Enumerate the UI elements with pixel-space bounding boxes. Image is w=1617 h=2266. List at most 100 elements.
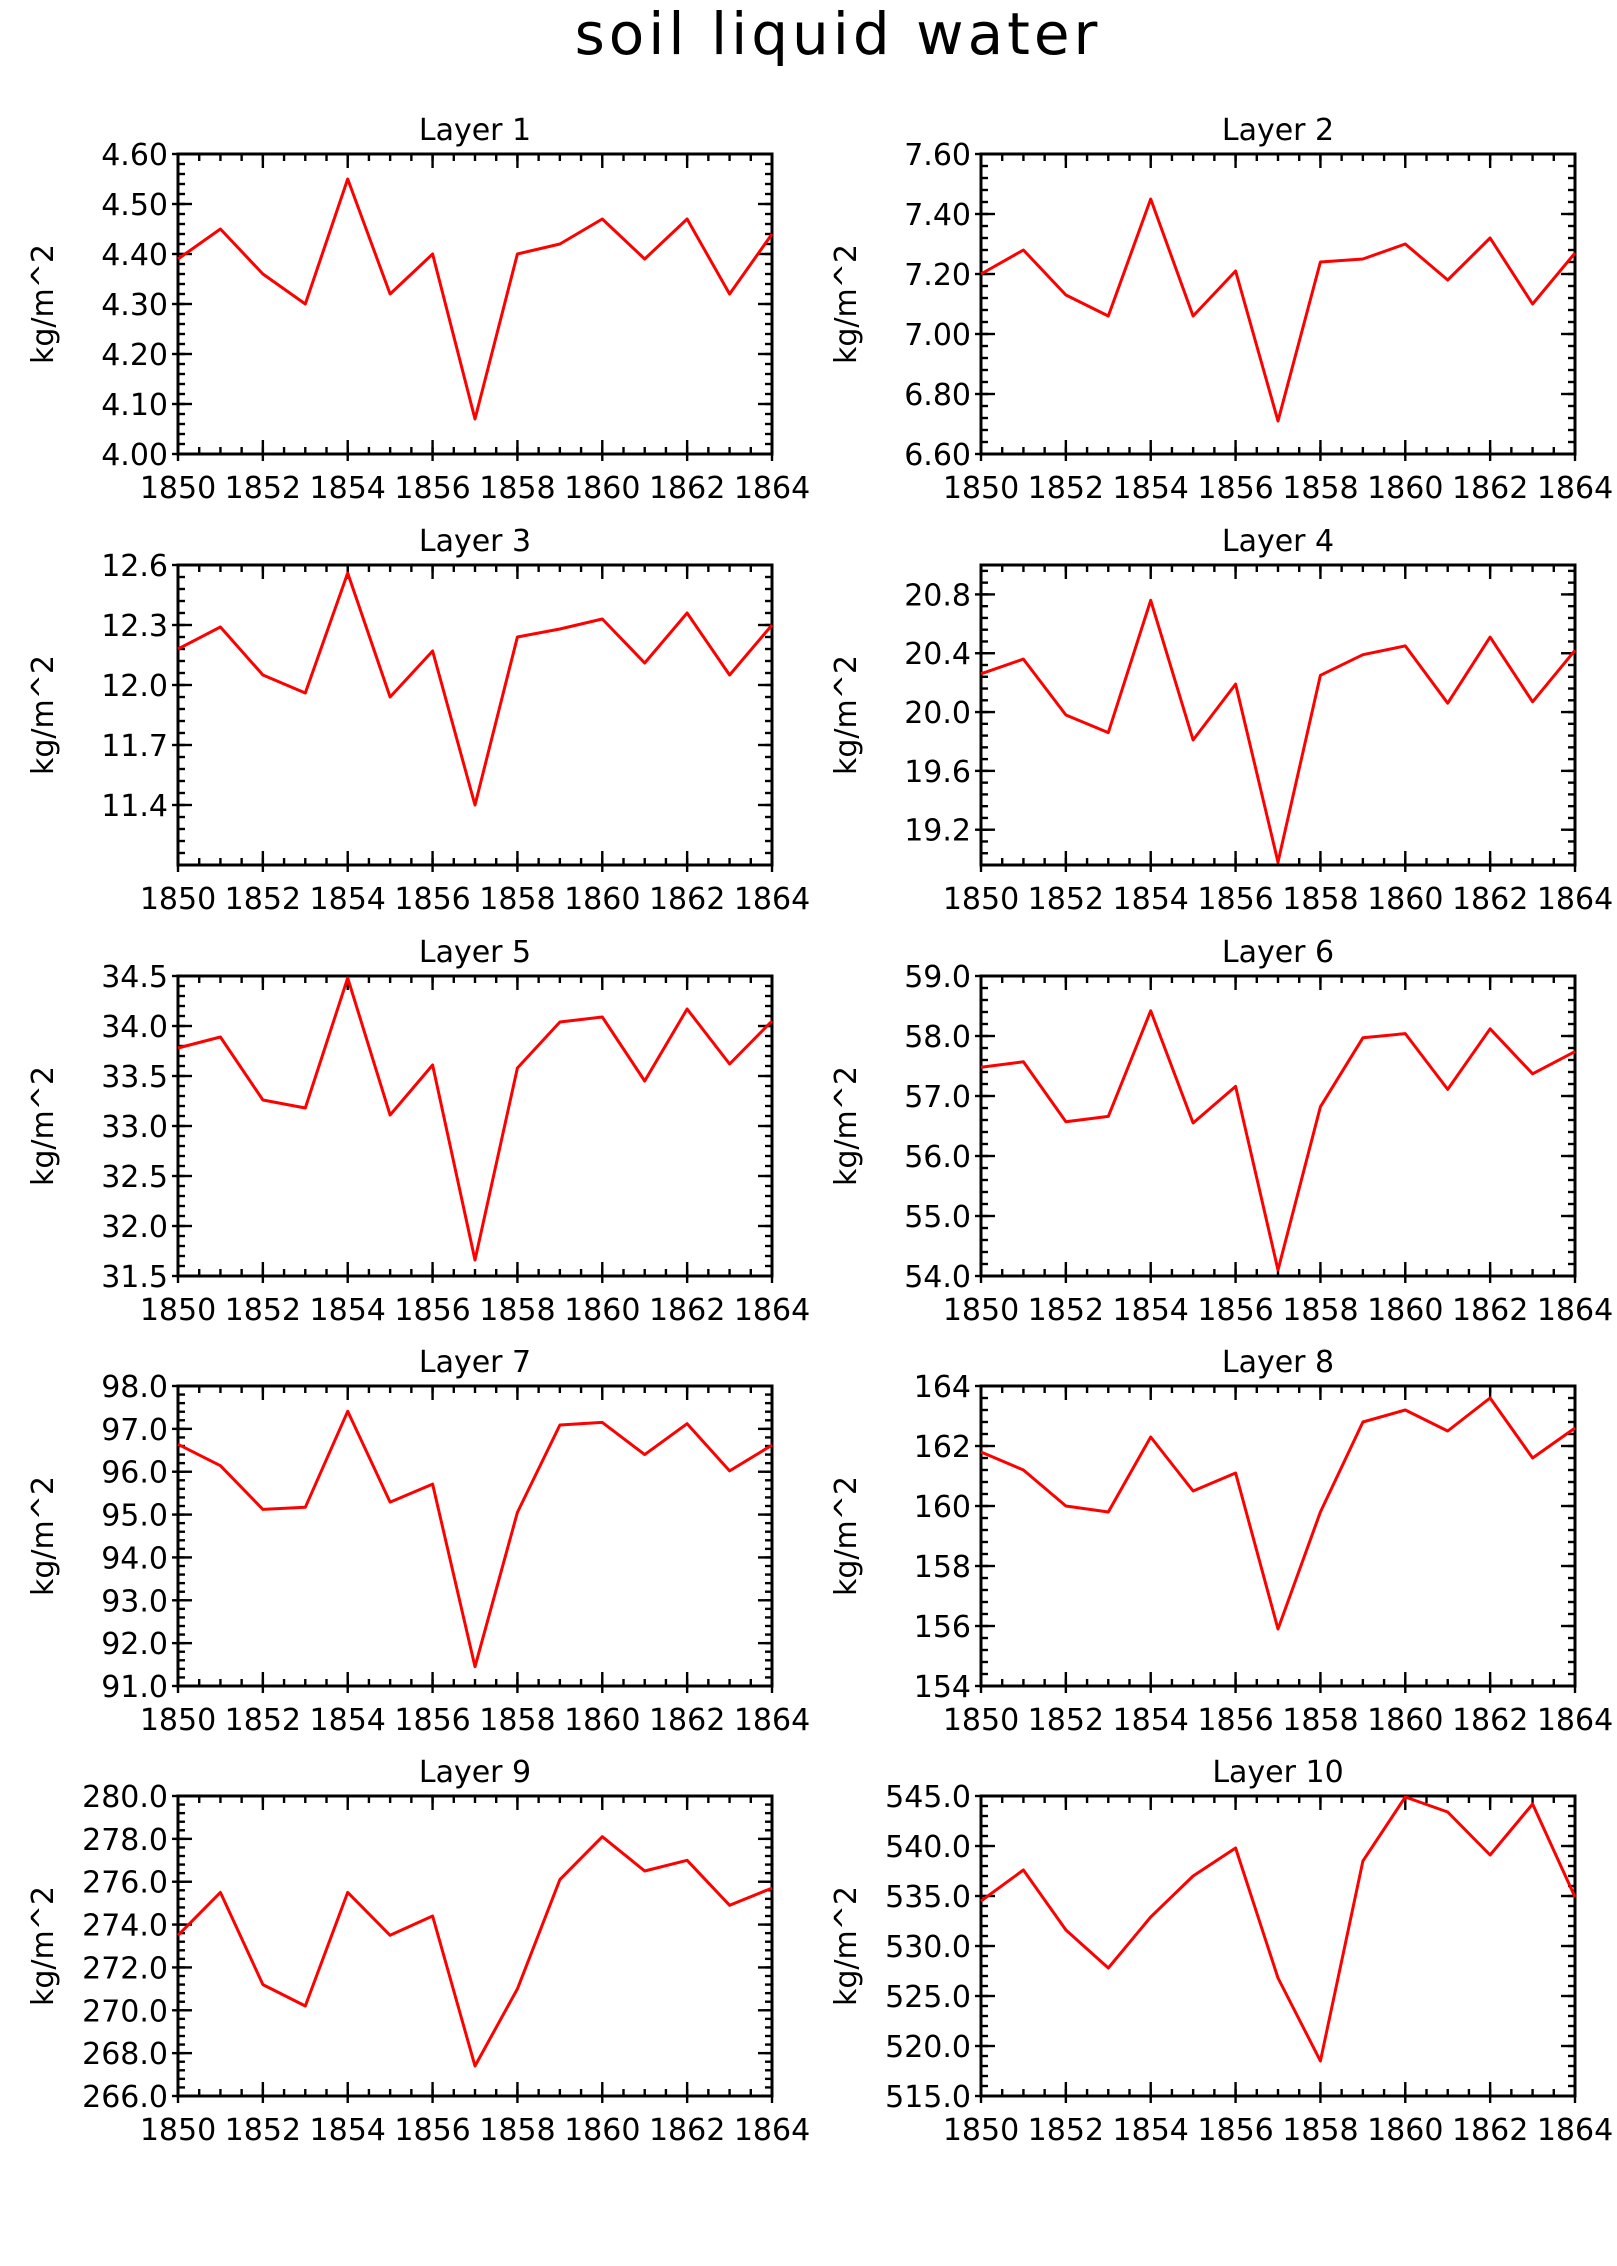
panel-title: Layer 7: [419, 1345, 531, 1380]
y-tick-label: 7.00: [904, 318, 971, 353]
series-line: [980, 598, 1577, 864]
y-tick-label: 280.0: [82, 1780, 168, 1815]
y-tick-label: 55.0: [904, 1200, 971, 1235]
x-tick-label: 1850: [140, 1293, 216, 1328]
x-tick-label: 1860: [1367, 471, 1443, 506]
plot-frame: [979, 1794, 1577, 2098]
y-tick-label: 59.0: [904, 960, 971, 995]
x-tick-label: 1854: [1113, 882, 1189, 917]
plot-frame: [979, 563, 1577, 867]
y-tick-label: 160: [914, 1490, 971, 1525]
x-tick-label: 1858: [1282, 2113, 1358, 2148]
plot-frame: [979, 974, 1577, 1278]
panel-title: Layer 2: [1222, 113, 1334, 148]
y-tick-label: 96.0: [101, 1456, 168, 1491]
x-tick-label: 1854: [310, 471, 386, 506]
panel-title: Layer 3: [419, 524, 531, 559]
x-tick-label: 1854: [310, 1293, 386, 1328]
y-tick-label: 11.7: [101, 729, 168, 764]
x-tick-label: 1856: [1197, 1293, 1273, 1328]
y-tick-label: 4.00: [101, 438, 168, 473]
y-tick-label: 520.0: [885, 2030, 971, 2065]
x-tick-label: 1850: [140, 471, 216, 506]
y-tick-label: 7.60: [904, 138, 971, 173]
y-tick-label: 56.0: [904, 1140, 971, 1175]
y-tick-label: 92.0: [101, 1627, 168, 1662]
y-tick-label: 33.5: [101, 1060, 168, 1095]
y-tick-label: 274.0: [82, 1909, 168, 1944]
y-tick-label: 545.0: [885, 1780, 971, 1815]
plot-frame: [176, 1794, 774, 2098]
series-line: [980, 197, 1577, 423]
y-tick-label: 58.0: [904, 1020, 971, 1055]
x-tick-label: 1864: [734, 2113, 810, 2148]
y-tick-label: 19.6: [904, 755, 971, 790]
y-axis-label: kg/m^2: [829, 1476, 864, 1596]
x-tick-label: 1856: [394, 1703, 470, 1738]
plot-frame: [176, 152, 774, 456]
panel-title: Layer 6: [1222, 935, 1334, 970]
x-tick-label: 1850: [140, 882, 216, 917]
x-tick-label: 1852: [225, 1293, 301, 1328]
x-tick-label: 1858: [479, 471, 555, 506]
x-tick-label: 1852: [1028, 882, 1104, 917]
y-tick-label: 91.0: [101, 1670, 168, 1705]
y-tick-label: 6.60: [904, 438, 971, 473]
y-tick-label: 278.0: [82, 1823, 168, 1858]
x-tick-label: 1860: [564, 882, 640, 917]
x-tick-label: 1850: [943, 2113, 1019, 2148]
series-line: [177, 976, 774, 1262]
y-tick-label: 525.0: [885, 1980, 971, 2015]
panel-layer-7: Layer 7 kg/m^2 91.0 92.0 93.0 94.0 95.0 96.0 97.…: [26, 1345, 810, 1738]
y-tick-label: 33.0: [101, 1110, 168, 1145]
x-tick-label: 1862: [649, 471, 725, 506]
panel-layer-4: Layer 4 kg/m^2 19.2 19.6 20.0 20.4 20.8 1850 185…: [829, 524, 1613, 917]
x-tick-label: 1858: [479, 882, 555, 917]
x-tick-label: 1864: [734, 471, 810, 506]
plot-frame: [176, 974, 774, 1278]
y-tick-label: 276.0: [82, 1866, 168, 1901]
x-tick-label: 1850: [943, 1293, 1019, 1328]
x-tick-label: 1860: [1367, 1703, 1443, 1738]
x-tick-label: 1864: [1537, 2113, 1613, 2148]
y-tick-label: 6.80: [904, 378, 971, 413]
y-tick-label: 535.0: [885, 1880, 971, 1915]
panel-layer-5: Layer 5 kg/m^2 31.5 32.0 32.5 33.0 33.5 34.0 34.…: [26, 935, 810, 1328]
x-tick-label: 1864: [1537, 1293, 1613, 1328]
series-line: [980, 1396, 1576, 1631]
x-tick-label: 1854: [1113, 1703, 1189, 1738]
series-line: [980, 1009, 1576, 1272]
plot-frame: [176, 563, 774, 867]
x-tick-label: 1852: [1028, 1703, 1104, 1738]
x-tick-label: 1852: [225, 882, 301, 917]
x-tick-label: 1858: [1282, 882, 1358, 917]
x-tick-label: 1860: [1367, 2113, 1443, 2148]
panel-layer-3: Layer 3 kg/m^2 11.4 11.7 12.0 12.3 12.6 1850 185…: [26, 524, 810, 917]
x-tick-label: 1864: [734, 1293, 810, 1328]
x-tick-label: 1862: [649, 1703, 725, 1738]
y-tick-label: 156: [914, 1610, 971, 1645]
x-tick-label: 1858: [1282, 1703, 1358, 1738]
y-tick-label: 98.0: [101, 1370, 168, 1405]
y-tick-label: 266.0: [82, 2080, 168, 2115]
x-tick-label: 1858: [1282, 1293, 1358, 1328]
panel-layer-10: Layer 10 kg/m^2 515.0 520.0 525.0 530.0 535.0 5…: [829, 1755, 1613, 2148]
y-tick-label: 97.0: [101, 1413, 168, 1448]
x-tick-label: 1850: [140, 1703, 216, 1738]
x-tick-label: 1862: [1452, 471, 1528, 506]
x-tick-label: 1854: [310, 1703, 386, 1738]
series-line: [176, 1835, 773, 2068]
panel-layer-2: Layer 2 kg/m^2 6.60 6.80 7.00 7.20 7.40 7.60 185…: [829, 113, 1613, 506]
series-line: [980, 1795, 1577, 2063]
panel-layer-6: Layer 6 kg/m^2 54.0 55.0 56.0 57.0 58.0 59.0 185…: [829, 935, 1613, 1328]
plot-frame: [979, 1384, 1577, 1688]
y-tick-label: 57.0: [904, 1080, 971, 1115]
x-tick-label: 1860: [564, 2113, 640, 2148]
x-tick-label: 1856: [394, 882, 470, 917]
panel-layer-9: Layer 9 kg/m^2 266.0 268.0 270.0 272.0 274.0 27…: [26, 1755, 810, 2148]
plot-frame: [176, 1384, 774, 1688]
y-tick-label: 154: [914, 1670, 971, 1705]
plot-frame: [979, 152, 1577, 456]
y-tick-label: 4.10: [101, 388, 168, 423]
y-tick-label: 32.5: [101, 1160, 168, 1195]
